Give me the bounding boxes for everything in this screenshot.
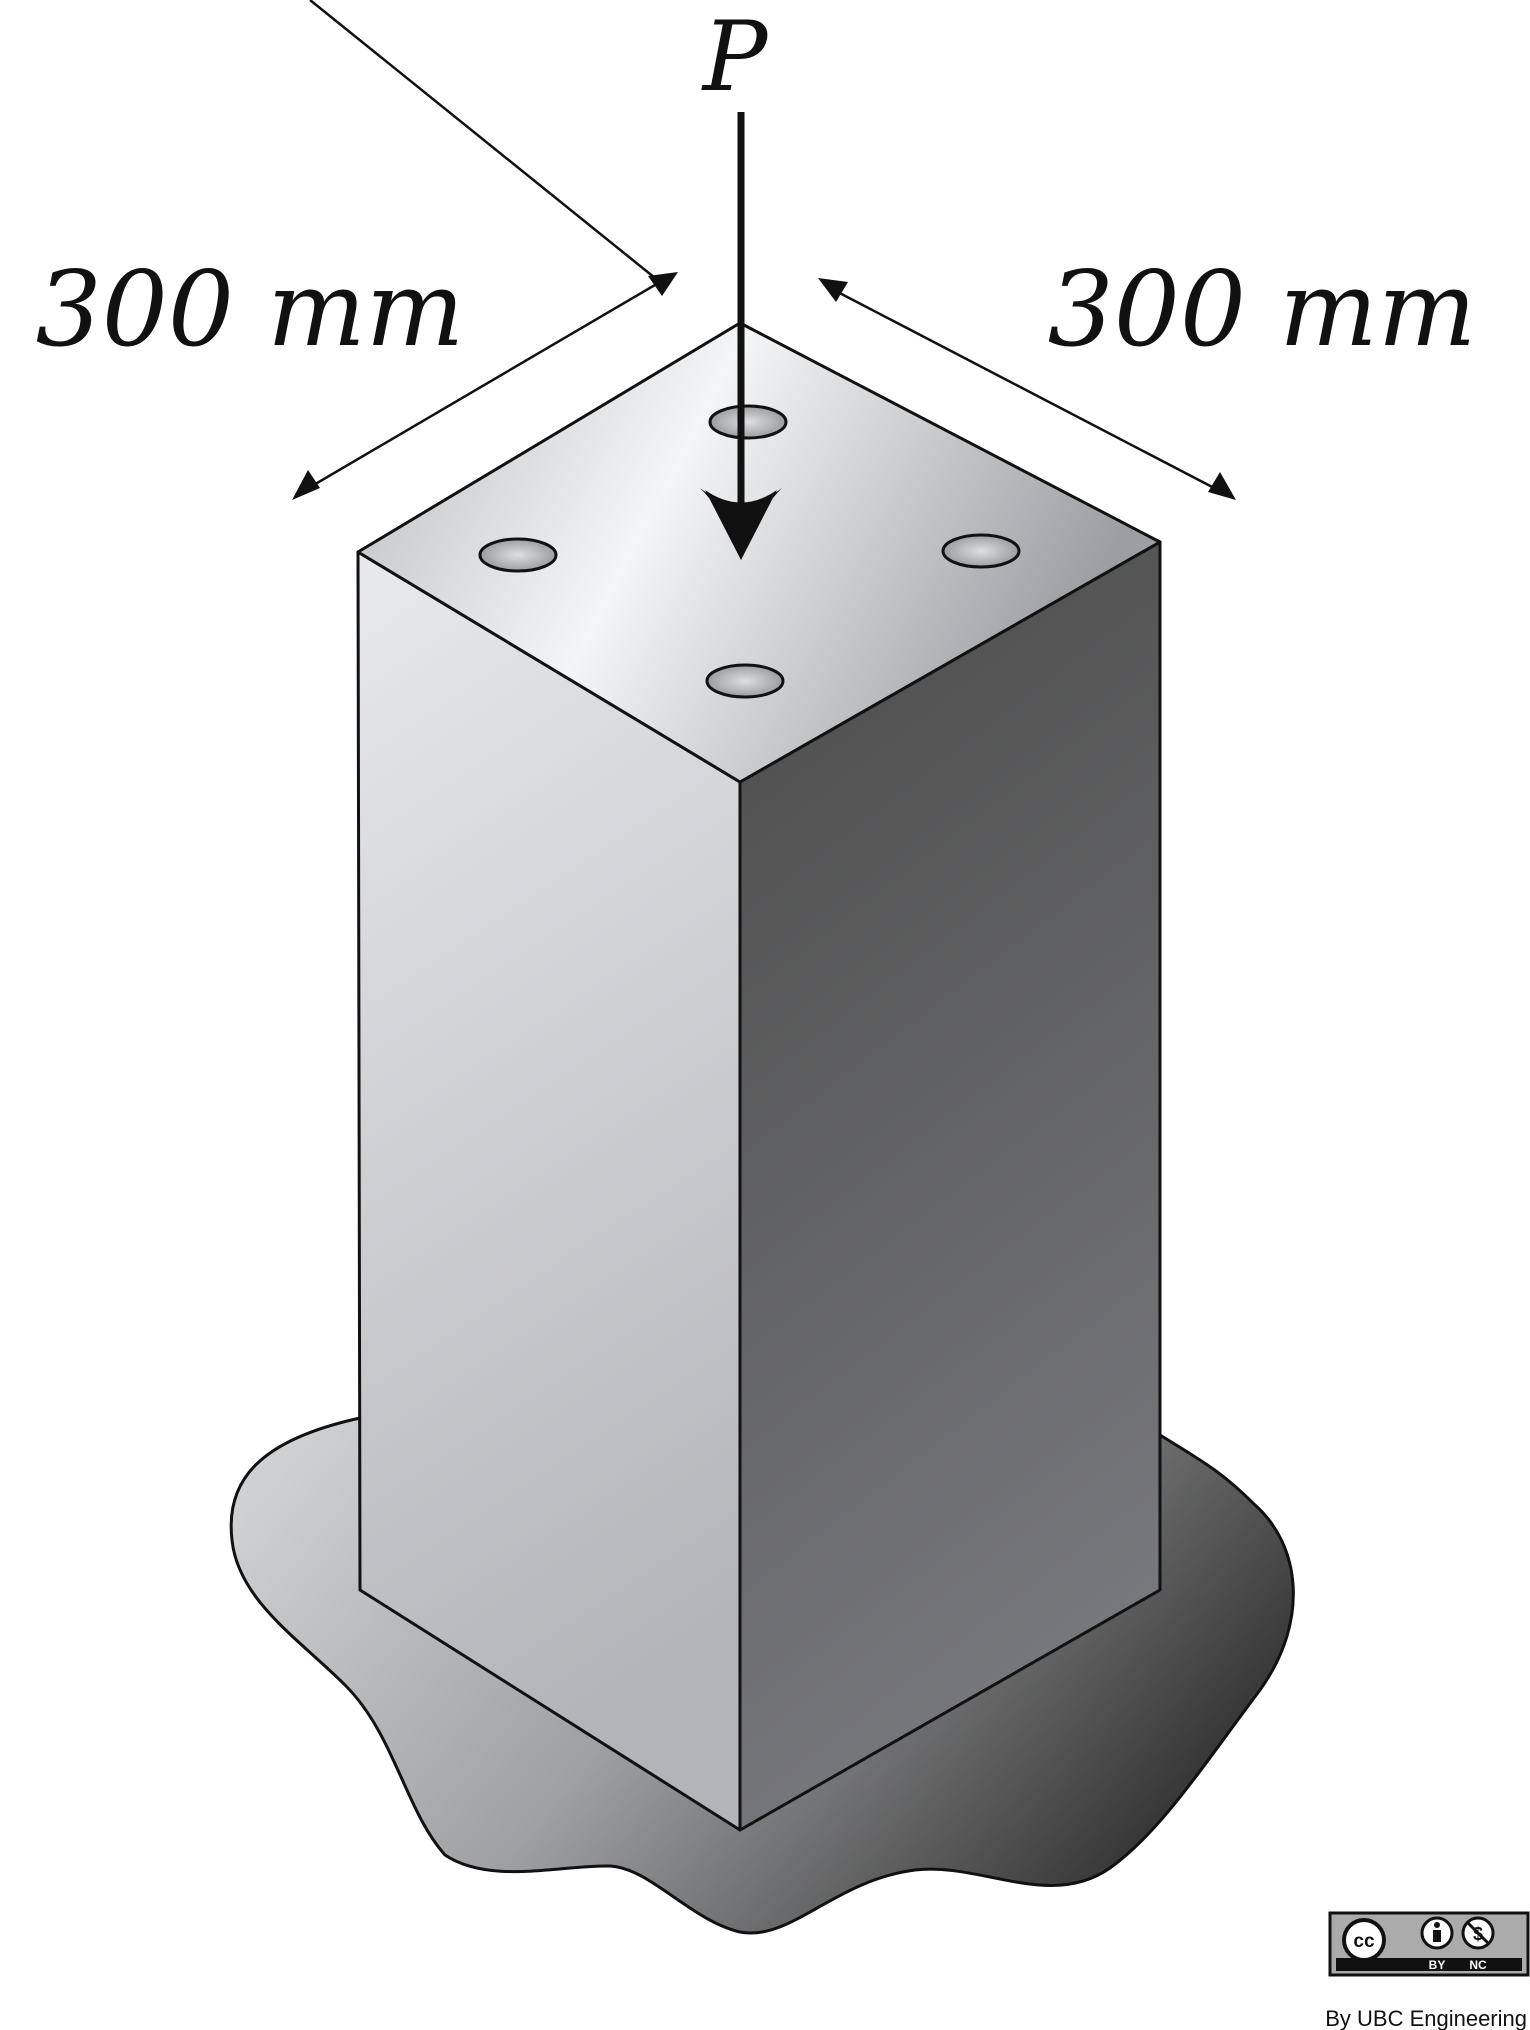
attribution-text: By UBC Engineering: [1325, 2006, 1527, 2030]
rebar-hole-right: [941, 533, 1021, 569]
dimension-arrow-left: [292, 0, 678, 500]
cc-mark: cc: [1353, 1931, 1375, 1952]
rebar-hole-back: [708, 404, 788, 440]
column-top-face: [356, 321, 1162, 784]
nc-label: NC: [1469, 1958, 1487, 1972]
cc-icon: [1342, 1918, 1386, 1962]
rebar-hole-left: [478, 537, 558, 573]
rebar-hole-front: [705, 663, 785, 699]
dimension-arrow-right: [818, 278, 1236, 500]
load-arrow: [700, 112, 782, 560]
dimension-label-right: 300 mm: [1048, 248, 1477, 370]
by-label: BY: [1429, 1958, 1446, 1972]
cc-license-badge: cc $ BY NC: [1328, 1911, 1530, 1977]
load-label: P: [701, 1, 769, 113]
dimension-label-left: 300 mm: [36, 248, 465, 370]
